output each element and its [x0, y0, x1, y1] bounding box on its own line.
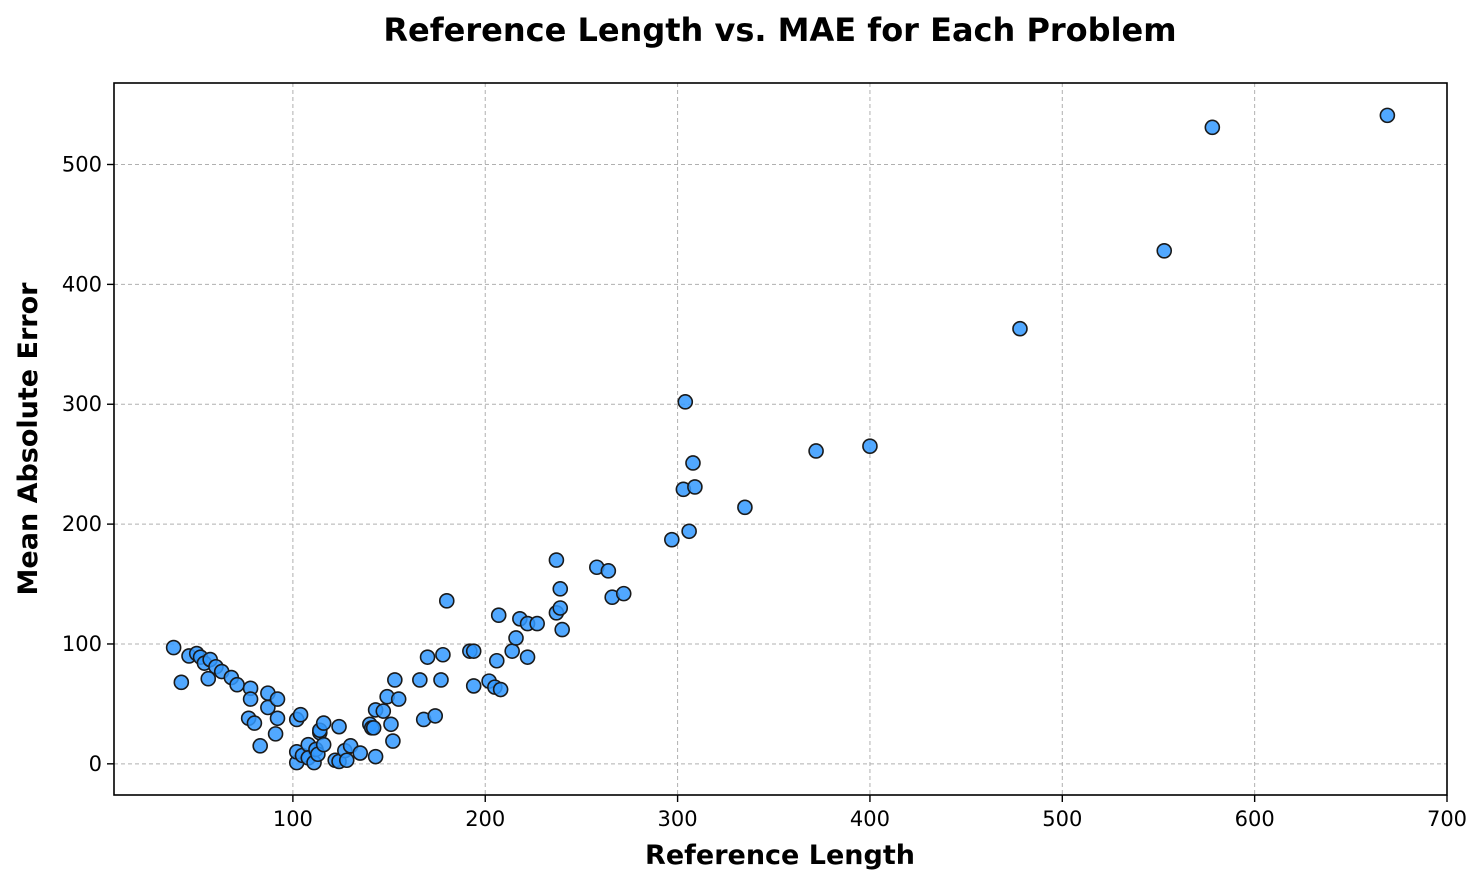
grid-lines	[114, 83, 1448, 795]
y-tick-label: 0	[89, 752, 102, 776]
data-point	[367, 748, 384, 765]
data-point	[554, 621, 570, 638]
data-point	[465, 643, 482, 659]
data-point	[529, 615, 545, 632]
data-point	[435, 646, 451, 663]
data-point	[490, 607, 507, 624]
data-point	[519, 649, 536, 665]
data-point	[465, 678, 482, 694]
data-point	[165, 639, 182, 656]
data-point	[331, 718, 347, 735]
data-point	[504, 643, 520, 659]
data-point	[548, 552, 565, 568]
data-point	[352, 745, 369, 761]
x-axis-label: Reference Length	[645, 840, 915, 871]
x-tick-label: 500	[1042, 807, 1082, 831]
data-point	[387, 672, 403, 688]
data-point	[385, 733, 401, 749]
data-point	[862, 438, 878, 454]
y-tick-label: 300	[62, 392, 102, 416]
data-point	[390, 691, 407, 707]
plot-frame	[113, 82, 1448, 796]
data-point	[412, 672, 428, 688]
data-point	[260, 699, 276, 716]
data-point	[246, 715, 263, 731]
y-tick-label: 200	[62, 512, 102, 536]
data-point	[508, 630, 524, 646]
data-point	[200, 670, 217, 687]
x-tick-label: 600	[1235, 807, 1275, 831]
data-point	[687, 479, 703, 495]
data-point	[808, 443, 824, 459]
y-tick-label: 500	[62, 153, 102, 177]
data-point	[1204, 119, 1221, 136]
data-point	[269, 691, 286, 707]
data-point	[269, 710, 286, 727]
data-point	[267, 726, 284, 742]
data-point	[419, 649, 436, 665]
data-point	[173, 674, 190, 691]
data-point	[338, 752, 355, 769]
data-point	[252, 738, 268, 754]
x-tick-label: 300	[658, 807, 698, 831]
data-point	[438, 593, 455, 609]
y-axis-label: Mean Absolute Error	[13, 282, 44, 596]
data-point	[492, 681, 509, 698]
data-point	[677, 394, 694, 410]
data-point	[229, 676, 245, 693]
data-point	[383, 716, 399, 733]
data-point	[315, 715, 332, 731]
x-tick-label: 700	[1427, 807, 1467, 831]
axis-ticks: 100 200 300 400 500 600 700 0 100 200 300 400 500	[62, 153, 1467, 831]
data-point	[242, 691, 259, 707]
data-point	[685, 455, 701, 471]
data-point	[375, 703, 392, 719]
data-point	[1012, 320, 1028, 337]
data-points	[165, 107, 1396, 771]
data-point	[664, 531, 680, 548]
y-tick-label: 100	[62, 632, 102, 656]
data-point	[681, 523, 697, 540]
data-point	[615, 585, 632, 602]
data-point	[600, 563, 617, 579]
data-point	[552, 600, 569, 616]
data-point	[1156, 243, 1173, 259]
data-point	[433, 672, 449, 688]
data-point	[427, 708, 444, 724]
data-point	[315, 736, 332, 753]
data-point	[292, 706, 309, 723]
chart-title: Reference Length vs. MAE for Each Proble…	[383, 11, 1176, 49]
data-point	[365, 720, 382, 736]
y-tick-label: 400	[62, 272, 102, 296]
data-point	[552, 581, 569, 597]
x-tick-label: 400	[850, 807, 890, 831]
data-point	[737, 499, 753, 516]
x-tick-label: 100	[273, 807, 313, 831]
data-point	[488, 652, 505, 669]
x-tick-label: 200	[465, 807, 505, 831]
data-point	[1379, 107, 1396, 124]
